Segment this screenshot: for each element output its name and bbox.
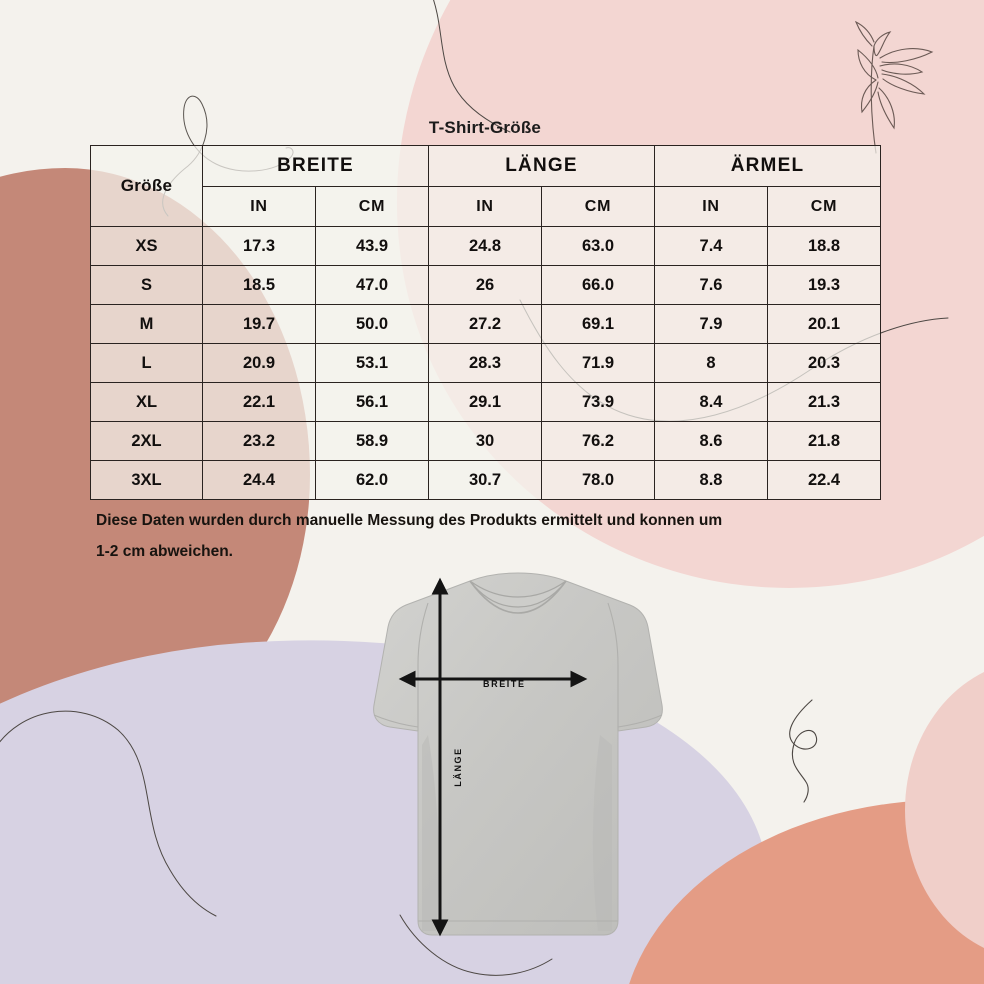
cell-aermel-cm: 22.4 [767, 460, 881, 500]
cell-breite-in: 18.5 [202, 265, 316, 305]
table-row: XS 17.3 43.9 24.8 63.0 7.4 18.8 [90, 226, 881, 266]
footnote: Diese Daten wurden durch manuelle Messun… [96, 505, 886, 567]
table-header-laenge-in: IN [428, 186, 542, 227]
footnote-line-1: Diese Daten wurden durch manuelle Messun… [96, 512, 723, 529]
footnote-line-2: 1-2 cm abweichen. [96, 543, 233, 560]
size-chart-table: Größe BREITE LÄNGE ÄRMEL IN CM IN CM IN … [90, 145, 881, 500]
table-row: XL 22.1 56.1 29.1 73.9 8.4 21.3 [90, 382, 881, 422]
diagram-label-laenge: LÄNGE [452, 747, 463, 787]
cell-breite-cm: 62.0 [315, 460, 429, 500]
cell-aermel-cm: 20.1 [767, 304, 881, 344]
cell-size: XL [90, 382, 203, 422]
cell-breite-cm: 56.1 [315, 382, 429, 422]
table-row: 2XL 23.2 58.9 30 76.2 8.6 21.8 [90, 421, 881, 461]
cell-aermel-in: 8.4 [654, 382, 768, 422]
cell-laenge-in: 24.8 [428, 226, 542, 266]
cell-breite-cm: 43.9 [315, 226, 429, 266]
cell-aermel-cm: 21.3 [767, 382, 881, 422]
cell-size: S [90, 265, 203, 305]
table-header-laenge: LÄNGE [428, 145, 655, 187]
table-header-breite-cm: CM [315, 186, 429, 227]
cell-size: L [90, 343, 203, 383]
cell-aermel-cm: 18.8 [767, 226, 881, 266]
cell-breite-cm: 58.9 [315, 421, 429, 461]
cell-breite-in: 19.7 [202, 304, 316, 344]
size-table-container: Größe BREITE LÄNGE ÄRMEL IN CM IN CM IN … [90, 145, 881, 500]
table-header-laenge-cm: CM [541, 186, 655, 227]
cell-aermel-in: 7.6 [654, 265, 768, 305]
cell-aermel-cm: 19.3 [767, 265, 881, 305]
table-row: S 18.5 47.0 26 66.0 7.6 19.3 [90, 265, 881, 305]
page-title: T-Shirt-Größe [428, 118, 542, 137]
table-header-breite: BREITE [202, 145, 429, 187]
cell-breite-in: 23.2 [202, 421, 316, 461]
table-header-aermel: ÄRMEL [654, 145, 881, 187]
table-header-size: Größe [90, 145, 203, 227]
table-header-breite-in: IN [202, 186, 316, 227]
diagram-label-breite: BREITE [483, 679, 526, 689]
cell-laenge-cm: 76.2 [541, 421, 655, 461]
cell-laenge-cm: 63.0 [541, 226, 655, 266]
cell-size: 2XL [90, 421, 203, 461]
cell-aermel-cm: 20.3 [767, 343, 881, 383]
cell-breite-cm: 53.1 [315, 343, 429, 383]
cell-laenge-cm: 66.0 [541, 265, 655, 305]
cell-laenge-in: 26 [428, 265, 542, 305]
cell-aermel-in: 8.6 [654, 421, 768, 461]
cell-breite-cm: 47.0 [315, 265, 429, 305]
cell-breite-in: 20.9 [202, 343, 316, 383]
cell-size: XS [90, 226, 203, 266]
loop-line-art-icon [780, 699, 860, 810]
table-header-group-row: Größe BREITE LÄNGE ÄRMEL [90, 145, 881, 227]
cell-breite-in: 24.4 [202, 460, 316, 500]
cell-laenge-in: 30 [428, 421, 542, 461]
cell-aermel-in: 8.8 [654, 460, 768, 500]
cell-breite-in: 17.3 [202, 226, 316, 266]
cell-laenge-cm: 69.1 [541, 304, 655, 344]
table-row: L 20.9 53.1 28.3 71.9 8 20.3 [90, 343, 881, 383]
cell-aermel-in: 8 [654, 343, 768, 383]
cell-laenge-in: 28.3 [428, 343, 542, 383]
cell-breite-in: 22.1 [202, 382, 316, 422]
table-row: 3XL 24.4 62.0 30.7 78.0 8.8 22.4 [90, 460, 881, 500]
table-row: M 19.7 50.0 27.2 69.1 7.9 20.1 [90, 304, 881, 344]
table-header-aermel-cm: CM [767, 186, 881, 227]
cell-laenge-cm: 71.9 [541, 343, 655, 383]
cell-size: M [90, 304, 203, 344]
cell-laenge-in: 30.7 [428, 460, 542, 500]
cell-laenge-in: 29.1 [428, 382, 542, 422]
cell-laenge-in: 27.2 [428, 304, 542, 344]
table-header-aermel-in: IN [654, 186, 768, 227]
swoop-line-art-icon [0, 690, 250, 920]
tshirt-diagram [318, 565, 718, 965]
cell-laenge-cm: 78.0 [541, 460, 655, 500]
cell-aermel-in: 7.9 [654, 304, 768, 344]
cell-laenge-cm: 73.9 [541, 382, 655, 422]
cell-aermel-in: 7.4 [654, 226, 768, 266]
cell-size: 3XL [90, 460, 203, 500]
cell-aermel-cm: 21.8 [767, 421, 881, 461]
cell-breite-cm: 50.0 [315, 304, 429, 344]
pink-blob-rightedge [905, 660, 984, 960]
table-header-unit-row: IN CM IN CM IN CM [91, 186, 881, 227]
